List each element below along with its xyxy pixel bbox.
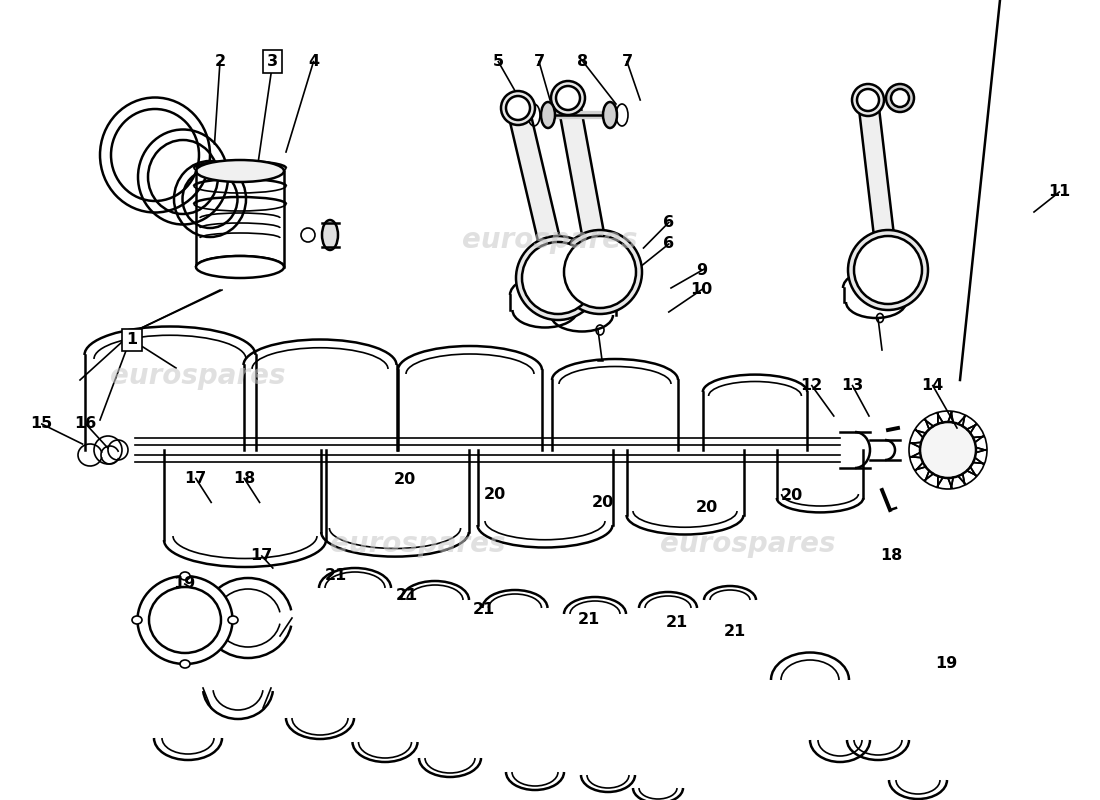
- Ellipse shape: [516, 236, 600, 320]
- Text: 7: 7: [534, 54, 544, 69]
- Text: 6: 6: [663, 237, 674, 251]
- Text: 14: 14: [922, 378, 944, 393]
- Polygon shape: [558, 96, 611, 274]
- Text: 21: 21: [578, 613, 600, 627]
- Text: 1: 1: [126, 333, 138, 347]
- Text: 4: 4: [308, 54, 319, 69]
- Text: 20: 20: [781, 489, 803, 503]
- Text: 21: 21: [724, 625, 746, 639]
- Text: 21: 21: [473, 602, 495, 617]
- Polygon shape: [507, 106, 569, 281]
- Text: 8: 8: [578, 54, 588, 69]
- Ellipse shape: [500, 91, 535, 125]
- Text: 15: 15: [31, 417, 53, 431]
- Text: 10: 10: [691, 282, 713, 297]
- Text: 12: 12: [801, 378, 823, 393]
- Ellipse shape: [138, 576, 232, 664]
- Text: 21: 21: [324, 569, 346, 583]
- Ellipse shape: [196, 256, 284, 278]
- Text: 7: 7: [621, 54, 632, 69]
- Ellipse shape: [564, 236, 636, 308]
- Text: 16: 16: [75, 417, 97, 431]
- Ellipse shape: [132, 616, 142, 624]
- Text: 19: 19: [935, 657, 957, 671]
- Text: 18: 18: [880, 549, 902, 563]
- Text: 11: 11: [1048, 185, 1070, 199]
- Text: 13: 13: [842, 378, 864, 393]
- Ellipse shape: [556, 86, 580, 110]
- Ellipse shape: [180, 572, 190, 580]
- Text: 20: 20: [394, 473, 416, 487]
- Ellipse shape: [148, 587, 221, 653]
- Ellipse shape: [920, 422, 976, 478]
- Ellipse shape: [891, 89, 909, 107]
- Text: eurospares: eurospares: [462, 226, 638, 254]
- Text: 2: 2: [214, 54, 225, 69]
- Polygon shape: [858, 99, 898, 271]
- Ellipse shape: [857, 89, 879, 111]
- Text: 5: 5: [493, 54, 504, 69]
- Ellipse shape: [603, 102, 617, 128]
- Ellipse shape: [848, 230, 928, 310]
- Ellipse shape: [541, 102, 556, 128]
- Text: 20: 20: [592, 495, 614, 510]
- Ellipse shape: [522, 242, 594, 314]
- Ellipse shape: [551, 81, 585, 115]
- Text: eurospares: eurospares: [110, 362, 286, 390]
- Ellipse shape: [322, 220, 338, 250]
- Text: 21: 21: [396, 589, 418, 603]
- Ellipse shape: [196, 160, 284, 182]
- Ellipse shape: [854, 236, 922, 304]
- Ellipse shape: [886, 84, 914, 112]
- Ellipse shape: [852, 84, 884, 116]
- Text: 20: 20: [484, 487, 506, 502]
- Text: 3: 3: [267, 54, 278, 69]
- Text: 17: 17: [185, 471, 207, 486]
- Ellipse shape: [558, 230, 642, 314]
- Text: 20: 20: [696, 501, 718, 515]
- Text: eurospares: eurospares: [660, 530, 836, 558]
- Ellipse shape: [506, 96, 530, 120]
- Ellipse shape: [228, 616, 238, 624]
- Text: eurospares: eurospares: [330, 530, 506, 558]
- Text: 21: 21: [666, 615, 688, 630]
- Text: 6: 6: [663, 215, 674, 230]
- Ellipse shape: [180, 660, 190, 668]
- Text: 9: 9: [696, 263, 707, 278]
- Text: 19: 19: [174, 577, 196, 591]
- Text: 18: 18: [233, 471, 255, 486]
- Text: 17: 17: [251, 549, 273, 563]
